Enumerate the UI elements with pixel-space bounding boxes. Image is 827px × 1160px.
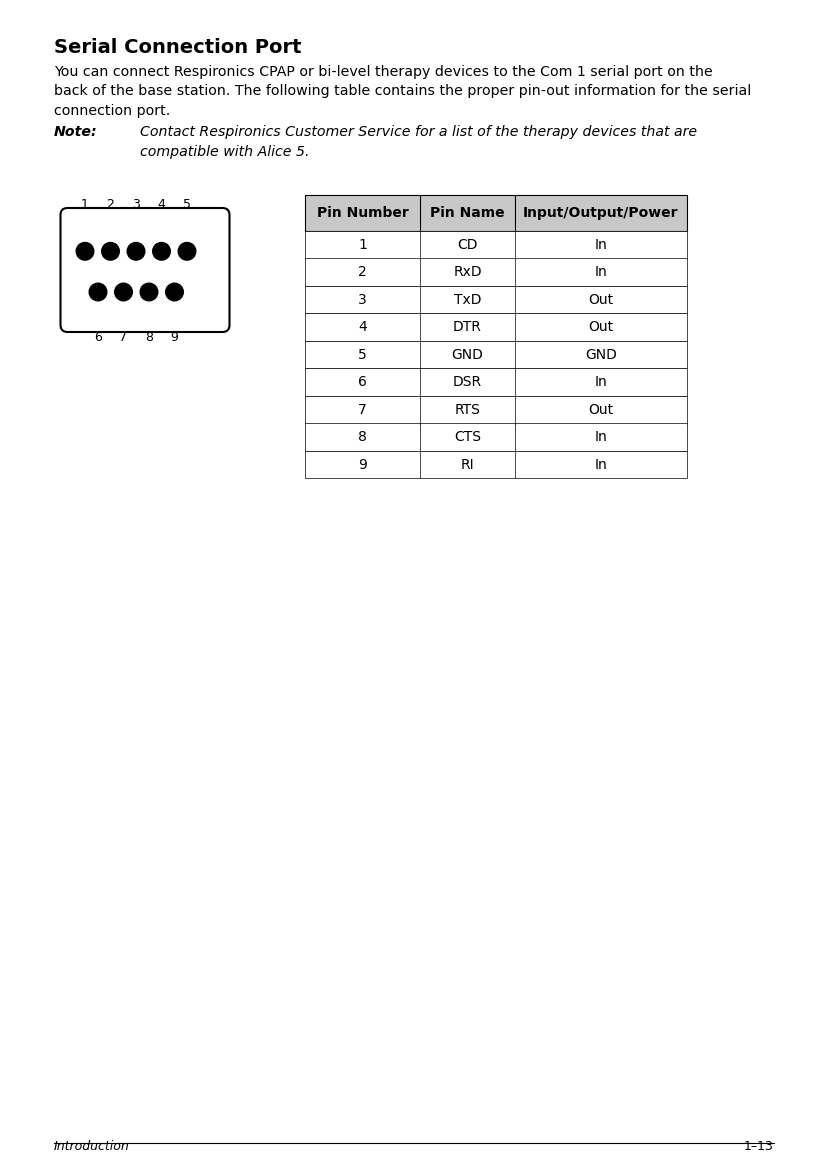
Text: 1: 1 [357, 238, 366, 252]
Text: You can connect Respironics CPAP or bi-level therapy devices to the Com 1 serial: You can connect Respironics CPAP or bi-l… [54, 65, 712, 79]
Bar [304, 423, 686, 451]
Circle shape [178, 242, 195, 260]
Text: 1–13: 1–13 [743, 1140, 773, 1153]
Text: GND: GND [585, 348, 616, 362]
Bar [304, 231, 686, 259]
Text: CTS: CTS [453, 430, 480, 444]
Text: Out: Out [588, 320, 613, 334]
Text: compatible with Alice 5.: compatible with Alice 5. [140, 145, 309, 159]
Text: Introduction: Introduction [54, 1140, 130, 1153]
Bar [304, 396, 686, 423]
Text: In: In [594, 266, 607, 280]
Text: 4: 4 [358, 320, 366, 334]
Bar [304, 451, 686, 478]
Text: 3: 3 [358, 292, 366, 306]
Text: Out: Out [588, 292, 613, 306]
Text: Note:: Note: [54, 125, 98, 139]
Text: 3: 3 [131, 198, 140, 211]
Circle shape [115, 283, 132, 300]
Text: Contact Respironics Customer Service for a list of the therapy devices that are: Contact Respironics Customer Service for… [140, 125, 696, 139]
Circle shape [127, 242, 145, 260]
Text: 9: 9 [357, 458, 366, 472]
Text: 8: 8 [145, 331, 153, 345]
Text: 6: 6 [94, 331, 102, 345]
Text: 5: 5 [183, 198, 191, 211]
Text: 7: 7 [358, 403, 366, 416]
Text: Pin Number: Pin Number [316, 206, 408, 220]
Text: 9: 9 [170, 331, 179, 345]
Text: 4: 4 [157, 198, 165, 211]
FancyBboxPatch shape [60, 208, 229, 332]
Text: TxD: TxD [453, 292, 480, 306]
Circle shape [89, 283, 107, 300]
Text: 6: 6 [357, 375, 366, 390]
Text: 8: 8 [357, 430, 366, 444]
Bar [304, 313, 686, 341]
Bar [304, 195, 686, 231]
Circle shape [102, 242, 119, 260]
Text: RI: RI [460, 458, 474, 472]
Bar [304, 259, 686, 287]
Text: RxD: RxD [452, 266, 481, 280]
Text: 1: 1 [81, 198, 88, 211]
Circle shape [165, 283, 183, 300]
Text: Serial Connection Port: Serial Connection Port [54, 38, 301, 57]
Text: 5: 5 [358, 348, 366, 362]
Text: In: In [594, 238, 607, 252]
Text: DSR: DSR [452, 375, 481, 390]
Text: 2: 2 [358, 266, 366, 280]
Text: Out: Out [588, 403, 613, 416]
Bar [304, 287, 686, 313]
Text: RTS: RTS [454, 403, 480, 416]
Circle shape [140, 283, 158, 300]
Text: 2: 2 [107, 198, 114, 211]
Text: CD: CD [457, 238, 477, 252]
Text: In: In [594, 458, 607, 472]
Circle shape [76, 242, 93, 260]
Text: In: In [594, 375, 607, 390]
Text: DTR: DTR [452, 320, 481, 334]
Text: 7: 7 [119, 331, 127, 345]
Text: GND: GND [451, 348, 483, 362]
Circle shape [152, 242, 170, 260]
Text: In: In [594, 430, 607, 444]
Text: connection port.: connection port. [54, 104, 170, 118]
Text: Input/Output/Power: Input/Output/Power [523, 206, 678, 220]
Text: Pin Name: Pin Name [430, 206, 504, 220]
Bar [304, 369, 686, 396]
Text: back of the base station. The following table contains the proper pin-out inform: back of the base station. The following … [54, 85, 750, 99]
Bar [304, 341, 686, 369]
